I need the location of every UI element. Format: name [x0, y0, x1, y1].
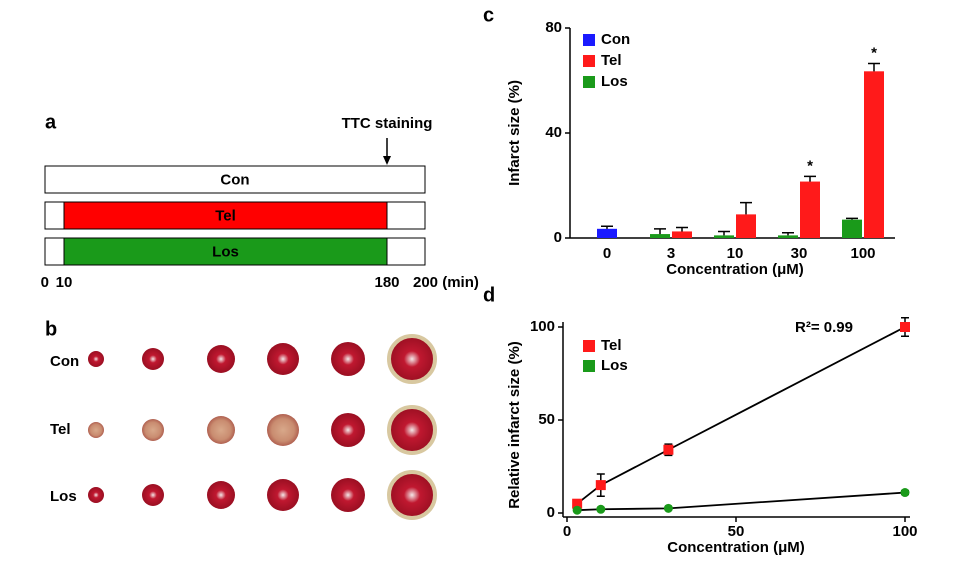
heart-slice: [88, 422, 104, 438]
heart-slice: [207, 481, 235, 509]
series-line: [576, 326, 906, 505]
legend-swatch: [583, 55, 595, 67]
x-tick-label: 3: [667, 245, 675, 262]
panel-letter: b: [45, 318, 57, 340]
y-axis-label: Relative infarct size (%): [506, 341, 523, 509]
row-label: Los: [212, 243, 239, 260]
marker: [572, 505, 582, 515]
x-tick-label: 100: [892, 523, 917, 540]
bar: [736, 214, 756, 238]
interval: [63, 201, 388, 230]
x-tick-label: 100: [850, 245, 875, 262]
panel-letter: d: [483, 284, 495, 306]
y-tick-label: 80: [545, 19, 562, 36]
error-bar: [676, 226, 688, 232]
heart-slice: [142, 419, 164, 441]
row-label: Tel: [50, 421, 71, 438]
interval: [63, 237, 388, 266]
heart-slice: [207, 345, 235, 373]
heart-slice: [331, 413, 365, 447]
heart-slice: [387, 334, 437, 384]
legend-swatch: [583, 76, 595, 88]
y-tick-label: 100: [530, 318, 555, 335]
row-label: Con: [220, 171, 249, 188]
legend-label: Tel: [601, 337, 622, 354]
x-tick-label: 50: [728, 523, 745, 540]
error-bar: [804, 175, 816, 182]
row-label: Con: [50, 353, 79, 370]
bar: [672, 231, 692, 238]
heart-slice: [387, 405, 437, 455]
legend-swatch: [583, 340, 595, 352]
bar: [778, 235, 798, 238]
heart-slice: [267, 479, 299, 511]
x-tick-label: 180: [374, 274, 399, 291]
arrow-head: [383, 156, 391, 165]
error-bar: [601, 225, 613, 229]
annotation: TTC staining: [342, 115, 433, 132]
bar: [714, 235, 734, 238]
significance: *: [871, 44, 877, 61]
significance: *: [807, 157, 813, 174]
photo-panel: b Con Tel Los: [45, 318, 437, 520]
error-bar: [718, 230, 730, 236]
row-label: Los: [50, 488, 77, 505]
panel-letter: c: [483, 4, 494, 26]
error-bar: [740, 201, 752, 215]
x-axis-label: Concentration (μM): [667, 539, 805, 556]
legend-label: Los: [601, 357, 628, 374]
marker: [663, 503, 673, 513]
marker: [595, 480, 606, 491]
heart-slice: [88, 487, 104, 503]
y-tick-label: 50: [538, 411, 555, 428]
x-tick-label: 10: [56, 274, 73, 291]
x-tick-label: 200 (min): [413, 274, 479, 291]
y-tick-label: 0: [554, 229, 562, 246]
y-tick-label: 0: [547, 504, 555, 521]
bar: [800, 181, 820, 238]
heart-slice: [142, 348, 164, 370]
x-tick-label: 0: [563, 523, 571, 540]
marker: [663, 444, 674, 455]
bar: [864, 71, 884, 238]
error-bar: [868, 62, 880, 72]
legend-label: Los: [601, 73, 628, 90]
panel-letter: a: [45, 111, 57, 133]
x-tick-label: 0: [603, 245, 611, 262]
error-bar: [846, 217, 858, 220]
y-tick-label: 40: [545, 124, 562, 141]
series-line: [577, 491, 906, 512]
marker: [900, 322, 910, 332]
marker: [572, 498, 583, 509]
heart-slice: [387, 470, 437, 520]
bar: [597, 228, 617, 238]
legend-swatch: [583, 34, 595, 46]
x-tick-label: 30: [791, 245, 808, 262]
heart-slice: [207, 416, 235, 444]
x-tick-label: 10: [727, 245, 744, 262]
x-axis-label: Concentration (μM): [666, 261, 804, 278]
legend-label: Con: [601, 31, 630, 48]
x-tick-label: 0: [41, 274, 49, 291]
bar: [650, 234, 670, 238]
marker: [900, 488, 910, 498]
heart-slice: [331, 342, 365, 376]
annotation: R²= 0.99: [795, 319, 853, 336]
heart-slice: [88, 351, 104, 367]
heart-slice: [267, 414, 299, 446]
heart-slice: [267, 343, 299, 375]
bar: [842, 219, 862, 238]
row-label: Tel: [215, 207, 236, 224]
interval: [44, 165, 426, 194]
y-axis-label: Infarct size (%): [506, 80, 523, 186]
marker: [596, 504, 606, 514]
legend-label: Tel: [601, 52, 622, 69]
error-bar: [654, 228, 666, 235]
heart-slice: [331, 478, 365, 512]
heart-slice: [142, 484, 164, 506]
legend-swatch: [583, 360, 595, 372]
error-bar: [782, 232, 794, 236]
